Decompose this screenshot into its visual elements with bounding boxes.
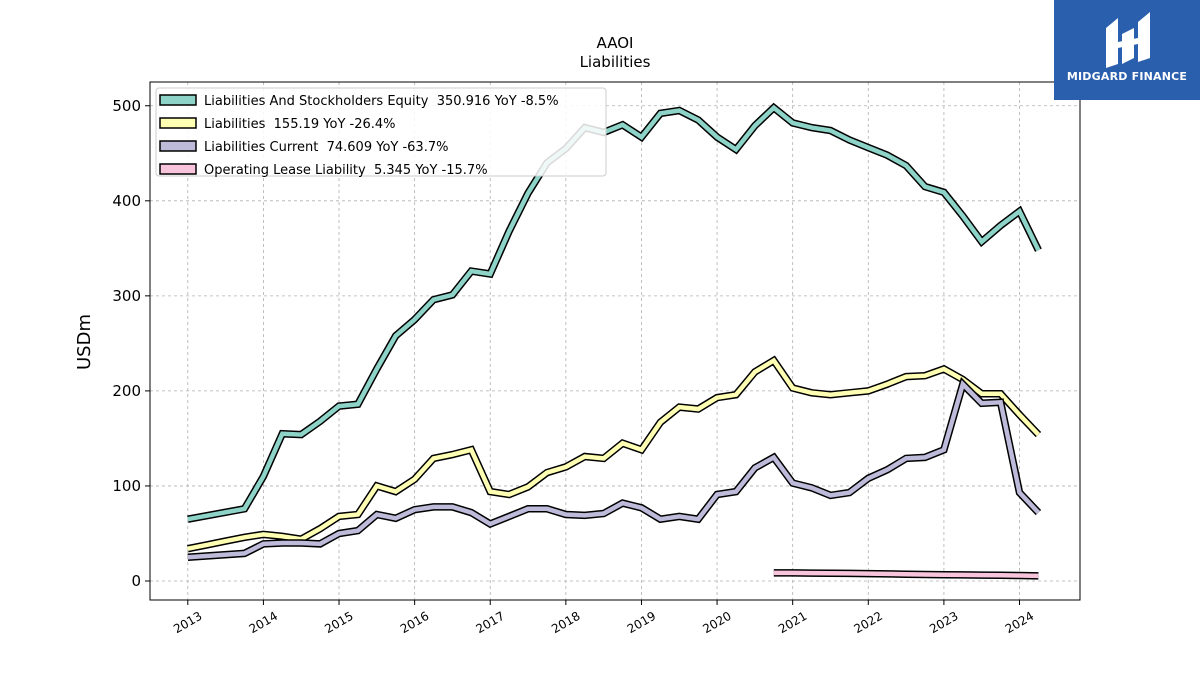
x-tick-label: 2014 — [247, 609, 280, 636]
series-line-fill — [187, 357, 1041, 551]
x-tick-label: 2013 — [171, 609, 204, 636]
x-tick-label: 2017 — [474, 609, 507, 636]
legend-label: Liabilities 155.19 YoY -26.4% — [204, 117, 396, 132]
logo-mark-icon — [1106, 12, 1150, 68]
chart-subtitle: Liabilities — [580, 53, 651, 71]
x-tick-label: 2019 — [625, 609, 658, 636]
y-tick-label: 100 — [112, 477, 141, 495]
x-tick-label: 2021 — [776, 609, 809, 636]
x-tick-label: 2018 — [549, 609, 582, 636]
y-tick-label: 0 — [131, 572, 141, 590]
x-tick-label: 2023 — [927, 609, 960, 636]
y-tick-label: 400 — [112, 192, 141, 210]
series-group — [187, 102, 1042, 580]
legend-swatch — [159, 94, 197, 106]
x-tick-label: 2022 — [852, 609, 885, 636]
series-line-3 — [187, 377, 1042, 561]
y-tick-label: 200 — [112, 382, 141, 400]
legend-swatch — [159, 140, 197, 152]
logo-text: MIDGARD FINANCE — [1066, 70, 1188, 83]
series-line-fill — [187, 104, 1041, 522]
series-line-4 — [773, 569, 1039, 580]
series-line-2 — [187, 355, 1042, 553]
y-axis-label: USDm — [74, 314, 95, 370]
legend-swatch — [159, 117, 197, 129]
legend-swatch — [159, 163, 197, 175]
chart-title: AAOI — [597, 34, 634, 52]
y-tick-label: 300 — [112, 287, 141, 305]
legend-label: Liabilities Current 74.609 YoY -63.7% — [204, 140, 448, 155]
midgard-finance-logo: MIDGARD FINANCE — [1054, 0, 1200, 100]
x-tick-label: 2015 — [322, 609, 355, 636]
series-line-fill — [773, 570, 1039, 579]
legend-label: Operating Lease Liability 5.345 YoY -15.… — [204, 163, 488, 178]
x-tick-label: 2024 — [1003, 609, 1036, 636]
x-tick-label: 2020 — [700, 609, 733, 636]
legend-box — [155, 87, 607, 177]
x-tick-label: 2016 — [398, 609, 431, 636]
legend-label: Liabilities And Stockholders Equity 350.… — [204, 94, 559, 109]
series-line-fill — [187, 379, 1041, 560]
plot-frame — [149, 81, 1081, 601]
y-tick-label: 500 — [112, 97, 141, 115]
series-line-1 — [187, 102, 1042, 523]
legend: Liabilities And Stockholders Equity 350.… — [155, 87, 607, 178]
